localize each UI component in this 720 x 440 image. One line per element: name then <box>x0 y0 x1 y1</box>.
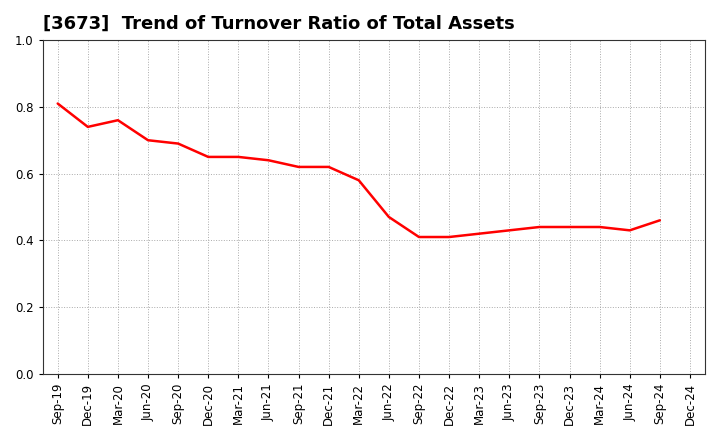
Text: [3673]  Trend of Turnover Ratio of Total Assets: [3673] Trend of Turnover Ratio of Total … <box>42 15 514 33</box>
